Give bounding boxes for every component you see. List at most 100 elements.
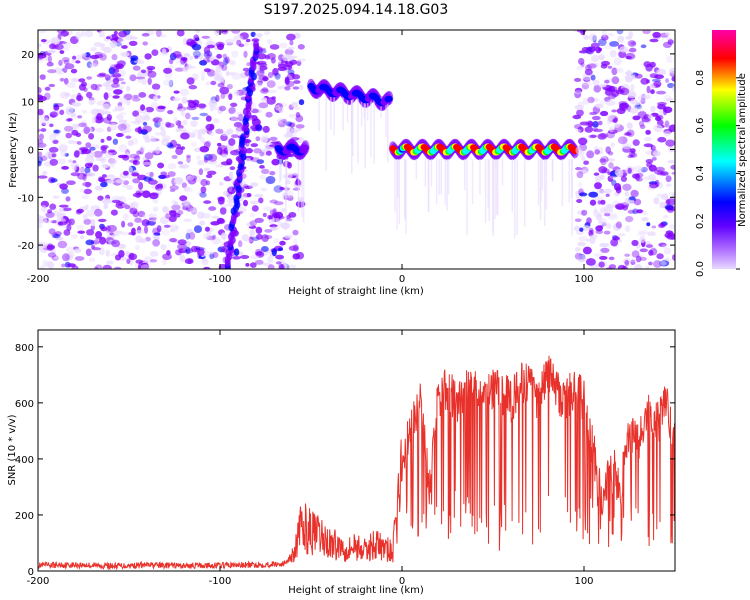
noise-blob (599, 242, 610, 248)
noise-blob (256, 74, 263, 82)
noise-blob (141, 219, 150, 227)
noise-blob (98, 30, 106, 38)
noise-blob (254, 217, 264, 223)
noise-blob (231, 106, 236, 112)
noise-blob (233, 35, 244, 42)
noise-blob (100, 146, 108, 151)
noise-blob (574, 218, 582, 222)
noise-blob (634, 198, 642, 206)
noise-blob (119, 232, 130, 236)
noise-blob (75, 31, 82, 40)
noise-blob (100, 43, 106, 48)
noise-blob (245, 238, 254, 243)
noise-blob (149, 135, 157, 143)
noise-blob (223, 190, 229, 197)
noise-blob (152, 227, 161, 235)
noise-blob (590, 54, 600, 63)
noise-blob (173, 90, 180, 94)
noise-blob (600, 247, 610, 253)
noise-blob (269, 209, 277, 215)
noise-blob (94, 185, 104, 191)
noise-blob (585, 258, 596, 266)
noise-blob (229, 166, 236, 171)
noise-blob (106, 136, 112, 141)
colorbar-gradient (712, 30, 736, 269)
noise-blob (238, 113, 244, 122)
noise-blob (191, 141, 198, 148)
signal-smear (501, 159, 504, 186)
noise-blob (283, 133, 294, 138)
noise-blob (578, 137, 588, 146)
noise-blob (183, 218, 192, 222)
noise-blob (630, 258, 637, 263)
noise-blob (38, 138, 44, 145)
noise-blob (223, 30, 228, 33)
noise-blob (590, 62, 599, 67)
noise-blob (619, 87, 630, 96)
noise-blob (232, 255, 241, 260)
noise-blob (612, 200, 619, 205)
noise-blob (592, 121, 599, 128)
noise-blob (198, 168, 204, 176)
signal-smear (524, 159, 526, 227)
noise-blob (149, 192, 159, 200)
noise-blob (104, 74, 111, 81)
noise-blob (179, 195, 188, 202)
noise-blob (85, 156, 95, 164)
noise-blob (616, 203, 625, 211)
noise-blob (144, 53, 152, 60)
noise-blob (641, 217, 649, 222)
noise-blob (598, 261, 605, 268)
noise-blob (255, 124, 263, 132)
noise-blob (624, 191, 630, 197)
noise-blob (605, 193, 610, 197)
noise-blob (609, 41, 620, 47)
noise-blob (214, 72, 221, 80)
noise-blob (651, 225, 657, 229)
noise-blob (649, 61, 656, 68)
noise-blob (254, 259, 264, 265)
streak-blob (253, 40, 259, 49)
noise-blob (39, 265, 45, 269)
noise-blob (209, 253, 215, 260)
noise-blob (598, 84, 607, 88)
noise-blob (61, 166, 69, 170)
noise-blob (243, 185, 253, 189)
noise-blob (635, 173, 641, 181)
noise-blob (106, 179, 115, 184)
noise-blob (219, 181, 224, 186)
noise-blob (163, 67, 173, 74)
noise-blob (587, 96, 595, 104)
noise-blob (202, 233, 210, 239)
noise-blob (613, 123, 620, 128)
snr-frame (37, 329, 676, 572)
noise-blob (160, 171, 168, 176)
noise-blob (181, 98, 188, 105)
noise-blob (121, 129, 128, 134)
noise-blob (255, 248, 263, 256)
noise-blob (649, 182, 659, 189)
noise-blob (96, 73, 106, 78)
noise-blob (590, 74, 596, 81)
noise-blob (140, 78, 147, 85)
noise-blob (594, 103, 601, 108)
noise-blob (95, 127, 104, 133)
noise-blob (594, 182, 602, 190)
noise-blob (121, 220, 126, 228)
noise-blob (77, 172, 87, 180)
x-tick-label: 0 (399, 274, 405, 285)
noise-blob (135, 259, 144, 264)
noise-blob (54, 43, 64, 50)
noise-blob (39, 117, 50, 125)
noise-blob (262, 262, 272, 266)
noise-blob (70, 68, 78, 74)
noise-blob (139, 145, 146, 153)
noise-blob (575, 167, 582, 171)
noise-blob (186, 228, 194, 234)
noise-blob (129, 36, 138, 40)
noise-blob (122, 184, 128, 188)
noise-blob (612, 222, 622, 231)
noise-blob (264, 54, 270, 60)
x-tick-label: -200 (27, 274, 50, 285)
noise-blob (624, 74, 634, 81)
